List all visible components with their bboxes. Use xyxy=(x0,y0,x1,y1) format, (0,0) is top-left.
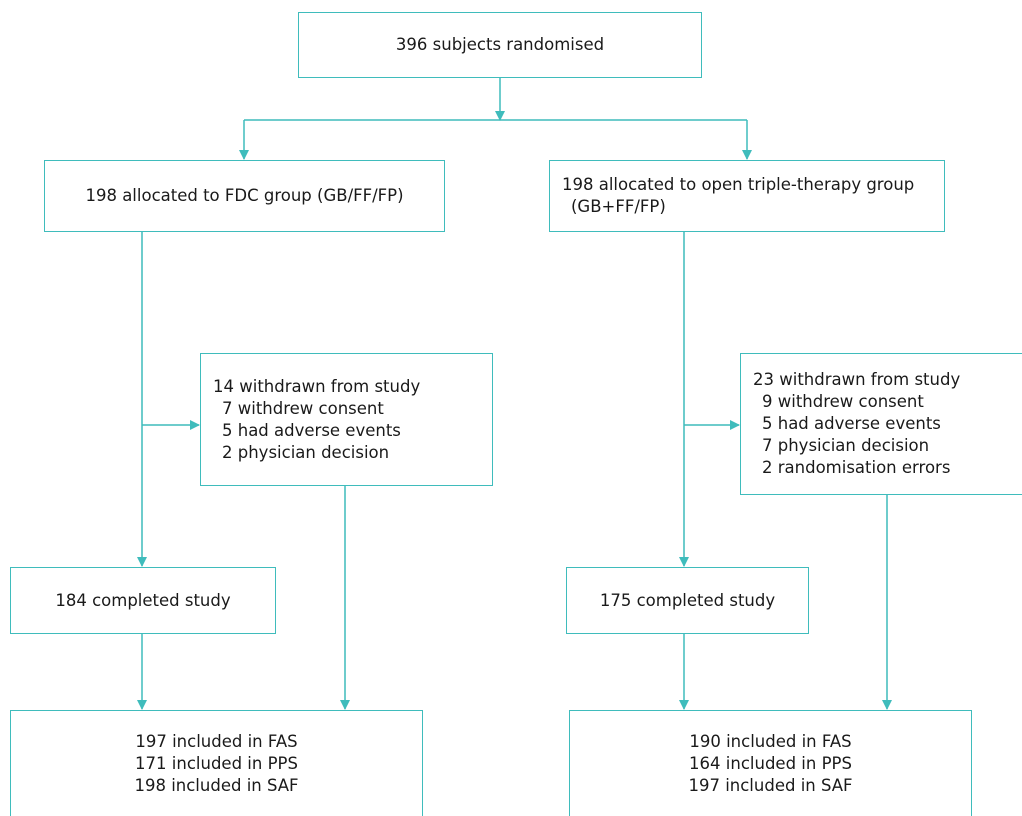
open-allocation-sublabel: (GB+FF/FP) xyxy=(571,197,666,216)
open-withdrawn-reason: 5 had adverse events xyxy=(762,414,941,433)
open-withdrawn-reason: 7 physician decision xyxy=(762,436,930,455)
fdc-completed-box: 184 completed study xyxy=(10,567,276,634)
randomised-label: 396 subjects randomised xyxy=(395,35,605,54)
fdc-withdrawn-reason: 5 had adverse events xyxy=(222,420,401,440)
fdc-analysis-pps: 171 included in PPS xyxy=(135,753,298,773)
open-withdrawn-reason: 2 randomisation errors xyxy=(762,458,951,477)
open-analysis-saf: 197 included in SAF xyxy=(688,775,853,795)
fdc-analysis-fas: 197 included in FAS xyxy=(135,731,298,751)
randomised-box: 396 subjects randomised xyxy=(298,12,702,78)
open-analysis-pps: 164 included in PPS xyxy=(689,753,852,773)
fdc-analysis-saf: 198 included in SAF xyxy=(134,775,299,795)
open-allocation-box: 198 allocated to open triple-therapy gro… xyxy=(549,160,945,232)
fdc-withdrawn-reason: 7 withdrew consent xyxy=(222,398,384,418)
fdc-completed-label: 184 completed study xyxy=(55,590,231,610)
fdc-analysis-box: 197 included in FAS 171 included in PPS … xyxy=(10,710,423,816)
fdc-allocation-box: 198 allocated to FDC group (GB/FF/FP) xyxy=(44,160,445,232)
open-analysis-fas: 190 included in FAS xyxy=(689,731,852,751)
open-withdrawn-title: 23 withdrawn from study xyxy=(753,370,961,389)
fdc-withdrawn-title: 14 withdrawn from study xyxy=(213,376,421,396)
fdc-withdrawn-box: 14 withdrawn from study 7 withdrew conse… xyxy=(200,353,493,486)
open-withdrawn-reason: 9 withdrew consent xyxy=(762,392,924,411)
open-withdrawn-box: 23 withdrawn from study 9 withdrew conse… xyxy=(740,353,1022,495)
open-allocation-label: 198 allocated to open triple-therapy gro… xyxy=(562,175,915,194)
fdc-withdrawn-reason: 2 physician decision xyxy=(222,442,390,462)
fdc-allocation-label: 198 allocated to FDC group (GB/FF/FP) xyxy=(85,186,404,205)
open-analysis-box: 190 included in FAS 164 included in PPS … xyxy=(569,710,972,816)
open-completed-box: 175 completed study xyxy=(566,567,809,634)
open-completed-label: 175 completed study xyxy=(599,590,776,610)
